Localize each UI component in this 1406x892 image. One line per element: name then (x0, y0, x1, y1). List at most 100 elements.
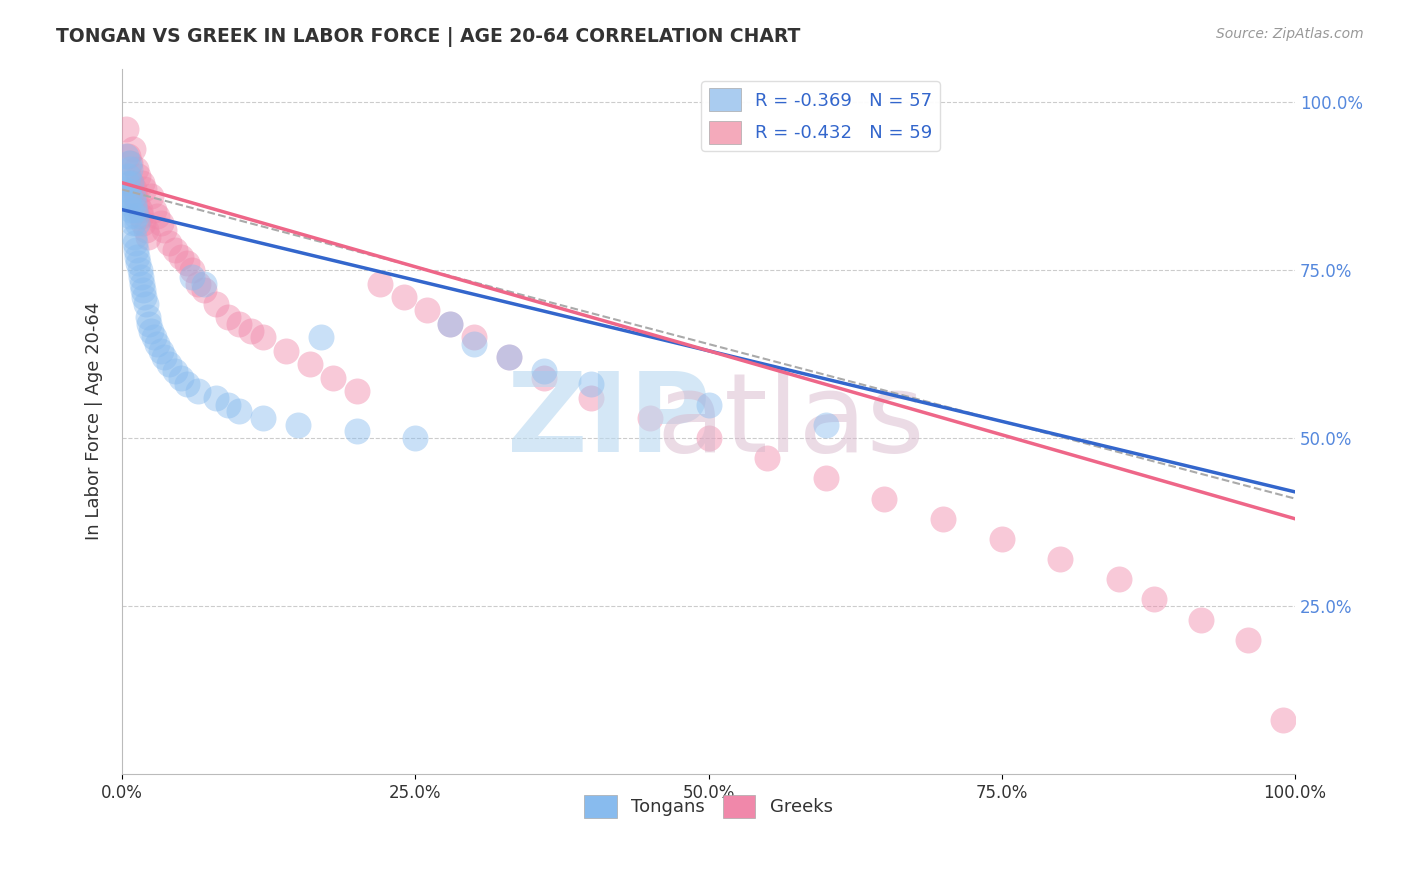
Point (117, 169, 139, 183)
Point (132, 216, 155, 230)
Point (125, 243, 148, 257)
Point (581, 391, 603, 405)
Point (153, 223, 176, 237)
Point (121, 189, 143, 203)
Point (346, 384, 368, 398)
Point (991, 532, 1014, 546)
Point (120, 155, 142, 169)
Point (498, 351, 520, 365)
Point (136, 229, 159, 244)
Point (498, 351, 520, 365)
Point (128, 202, 150, 217)
Point (157, 357, 180, 371)
Point (439, 317, 461, 331)
Point (131, 277, 153, 291)
Point (1272, 714, 1295, 728)
Point (170, 250, 193, 264)
Point (132, 283, 155, 297)
Point (127, 216, 149, 230)
Point (112, 182, 135, 196)
Point (416, 303, 439, 318)
Point (814, 417, 837, 432)
Point (697, 431, 720, 445)
Point (276, 343, 298, 358)
Point (114, 149, 136, 163)
Point (122, 182, 145, 196)
Y-axis label: In Labor Force | Age 20-64: In Labor Force | Age 20-64 (86, 302, 103, 541)
Point (129, 269, 152, 284)
Point (120, 202, 142, 217)
Point (134, 223, 156, 237)
Point (205, 296, 228, 310)
Point (187, 384, 209, 398)
Point (638, 411, 661, 425)
Point (117, 149, 139, 163)
Point (873, 491, 896, 506)
Point (153, 351, 176, 365)
Point (134, 296, 156, 310)
Point (193, 277, 215, 291)
Point (131, 176, 153, 190)
Point (368, 277, 391, 291)
Point (463, 330, 485, 344)
Point (322, 370, 344, 384)
Point (146, 210, 169, 224)
Point (127, 256, 149, 270)
Point (228, 317, 250, 331)
Point (114, 122, 136, 136)
Point (1049, 552, 1071, 566)
Point (120, 210, 142, 224)
Text: atlas: atlas (657, 368, 925, 475)
Point (181, 269, 204, 284)
Point (121, 216, 143, 230)
Point (120, 162, 142, 177)
Point (117, 195, 139, 210)
Point (392, 290, 415, 304)
Point (115, 176, 138, 190)
Point (136, 310, 159, 325)
Point (1108, 572, 1130, 586)
Legend: Tongans, Greeks: Tongans, Greeks (576, 788, 841, 825)
Point (118, 155, 141, 169)
Point (463, 337, 485, 351)
Point (1189, 613, 1212, 627)
Point (134, 182, 156, 196)
Point (127, 195, 149, 210)
Point (439, 317, 461, 331)
Point (205, 391, 228, 405)
Point (287, 417, 309, 432)
Point (217, 398, 239, 412)
Point (163, 364, 186, 378)
Point (181, 263, 204, 277)
Point (141, 324, 163, 338)
Point (129, 210, 152, 224)
Point (252, 411, 274, 425)
Point (125, 162, 148, 177)
Point (122, 229, 145, 244)
Point (120, 176, 142, 190)
Point (932, 512, 955, 526)
Point (697, 398, 720, 412)
Point (756, 451, 779, 466)
Point (533, 370, 555, 384)
Text: TONGAN VS GREEK IN LABOR FORCE | AGE 20-64 CORRELATION CHART: TONGAN VS GREEK IN LABOR FORCE | AGE 20-… (56, 27, 800, 46)
Point (146, 337, 169, 351)
Point (217, 310, 239, 325)
Point (581, 377, 603, 392)
Point (124, 236, 146, 251)
Point (1143, 592, 1166, 607)
Point (346, 425, 368, 439)
Point (252, 330, 274, 344)
Point (193, 283, 215, 297)
Point (141, 189, 163, 203)
Point (138, 317, 160, 331)
Point (228, 404, 250, 418)
Point (127, 169, 149, 183)
Point (134, 290, 156, 304)
Point (124, 202, 146, 217)
Point (120, 176, 142, 190)
Point (814, 471, 837, 485)
Point (149, 343, 172, 358)
Point (127, 250, 149, 264)
Point (298, 357, 321, 371)
